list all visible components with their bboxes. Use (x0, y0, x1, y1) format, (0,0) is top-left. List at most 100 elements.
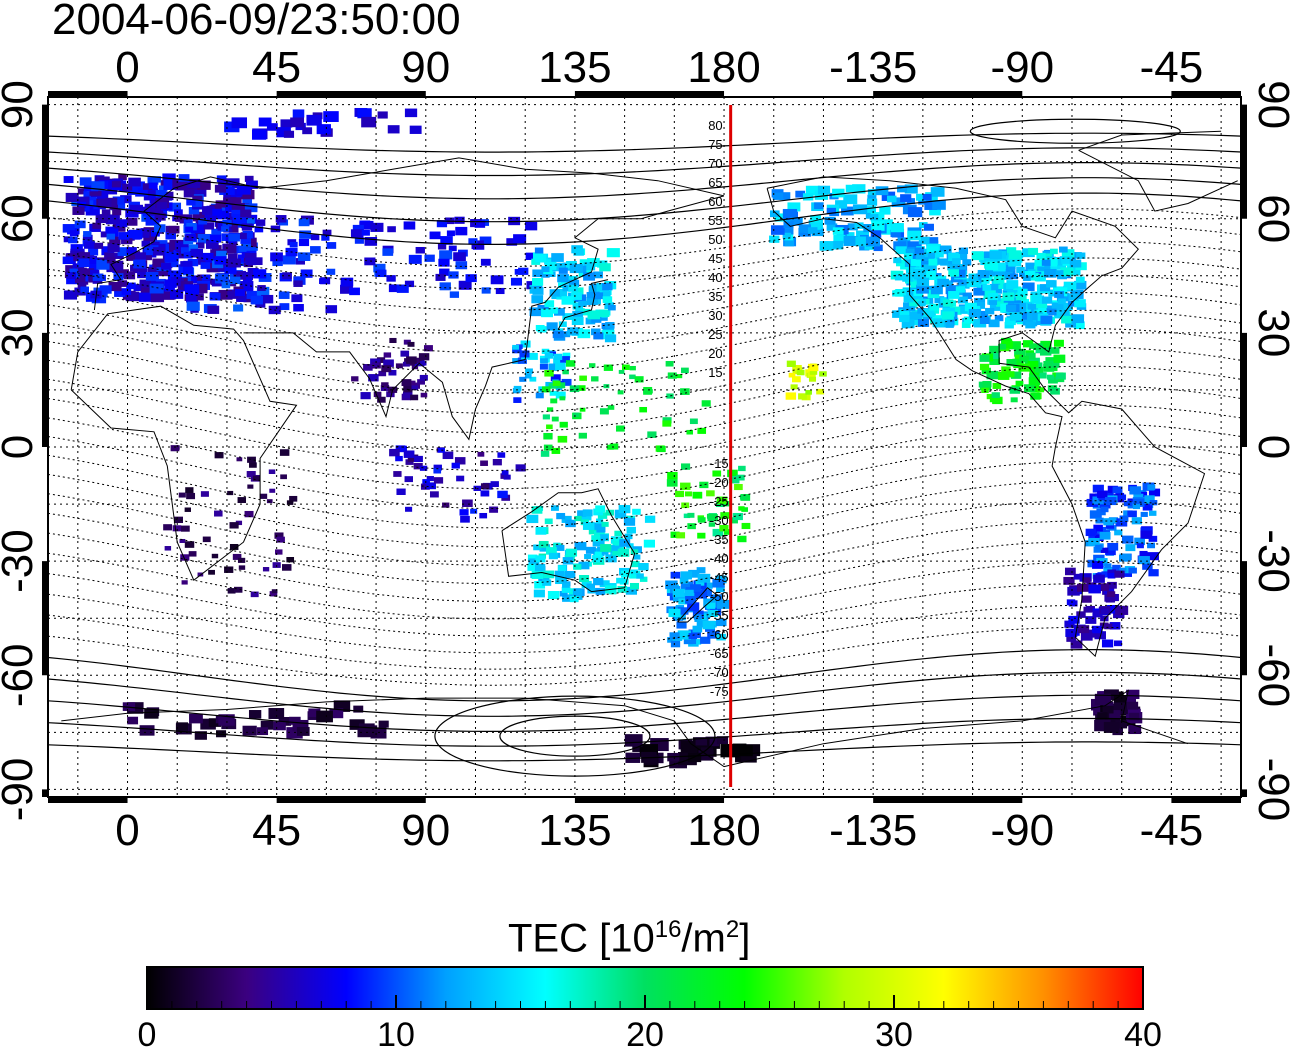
tec-cell (409, 125, 422, 134)
tec-cell (109, 260, 124, 271)
tec-cell (168, 225, 180, 234)
tec-cell (454, 216, 465, 224)
tec-cell (542, 579, 552, 586)
lon-tick-label-bottom: -135 (829, 806, 917, 855)
tec-cell (1118, 494, 1127, 500)
lon-tick-label-top: -45 (1140, 43, 1204, 92)
tec-cell (680, 571, 693, 580)
tec-cell (1107, 573, 1116, 579)
tec-cell (591, 328, 601, 336)
tec-cell (527, 554, 538, 562)
tec-cell (869, 214, 879, 221)
tec-cell (145, 271, 159, 281)
tec-cell (72, 206, 85, 215)
border-band (42, 104, 48, 219)
tec-cell (643, 388, 652, 395)
tec-cell (630, 549, 639, 555)
tec-cell (1094, 693, 1111, 706)
tec-cell (126, 217, 138, 226)
tec-cell (1034, 259, 1045, 267)
tec-cell (323, 111, 339, 122)
tec-cell (573, 564, 582, 570)
colorbar-tick-label: 40 (1124, 1016, 1162, 1054)
tec-cell (91, 181, 105, 191)
lat-tick-label-right: -30 (1249, 529, 1292, 593)
tec-cell (378, 720, 389, 728)
tec-cell (489, 506, 499, 513)
tec-cell (513, 234, 527, 244)
mlat-label: -25 (710, 494, 729, 509)
tec-cell (150, 292, 165, 303)
mlat-label: -75 (710, 684, 729, 699)
tec-cell (271, 589, 278, 594)
tec-cell (1124, 571, 1133, 577)
tec-cell (465, 274, 477, 283)
tec-cell (934, 251, 944, 258)
mlat-label: -70 (710, 665, 729, 680)
tec-cell (993, 271, 1005, 280)
tec-cell (556, 512, 566, 520)
tec-cell (310, 234, 320, 241)
tec-cell (1103, 587, 1115, 595)
tec-cell (423, 345, 433, 352)
tec-cell (262, 567, 270, 572)
tec-cell (1062, 302, 1073, 311)
tec-cell (321, 234, 330, 241)
tec-cell (629, 365, 636, 371)
tec-cell (370, 727, 387, 739)
border-band (574, 91, 725, 97)
tec-cell (1064, 620, 1075, 628)
lat-tick-label-right: 30 (1249, 308, 1292, 357)
tec-cell (250, 591, 259, 598)
tec-cell (480, 258, 491, 266)
tec-cell (297, 252, 311, 261)
tec-cell (1065, 319, 1077, 328)
tec-cell (1006, 359, 1017, 366)
tec-cell (1050, 248, 1058, 255)
tec-cell (66, 275, 79, 285)
tec-cell (963, 316, 974, 324)
tec-cell (250, 295, 263, 305)
tec-cell (1067, 588, 1077, 595)
tec-cell (117, 247, 131, 256)
mlat-label: -40 (710, 551, 729, 566)
tec-cell (826, 223, 838, 231)
tec-cell (292, 109, 305, 118)
tec-cell (555, 544, 565, 551)
tec-cell (988, 319, 1000, 328)
tec-cell (845, 184, 857, 193)
tec-cell (183, 260, 193, 268)
tec-cell (914, 247, 925, 255)
tec-cell (529, 307, 543, 317)
mlat-contour (47, 561, 1242, 637)
tec-cell (259, 493, 268, 499)
border-band (574, 797, 725, 803)
tec-cell (145, 215, 160, 226)
tec-cell (141, 240, 151, 247)
mlat-contour (47, 583, 1242, 654)
tec-cell (937, 258, 947, 265)
tec-cell (126, 251, 141, 261)
tec-cell (349, 287, 360, 296)
tec-cell (639, 576, 648, 582)
tec-cell (1022, 340, 1034, 348)
tec-cell (549, 289, 560, 297)
tec-cell (816, 388, 825, 395)
tec-cell (973, 287, 985, 296)
tec-cell (971, 251, 984, 261)
tec-cell (407, 454, 419, 462)
tec-cell (1107, 569, 1117, 576)
tec-cell (1128, 712, 1140, 721)
tec-cell (97, 198, 112, 209)
mlat-contour (47, 649, 1242, 702)
tec-cell (1046, 280, 1057, 288)
tec-cell (470, 508, 478, 514)
tec-measurement-layer (62, 107, 1161, 769)
tec-cell (503, 474, 511, 480)
tec-cell (694, 589, 708, 599)
tec-cell (490, 275, 504, 285)
colorbar-title: TEC [1016/m2] (508, 916, 751, 961)
tec-cell (282, 255, 296, 265)
lat-tick-label-left: -30 (0, 529, 42, 593)
tec-cell (1147, 542, 1156, 549)
